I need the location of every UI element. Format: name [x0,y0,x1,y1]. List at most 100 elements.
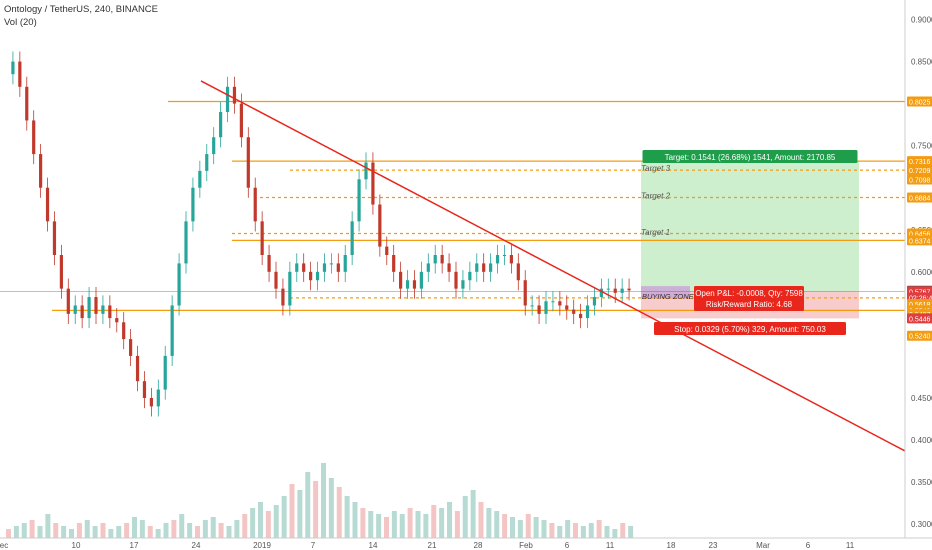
candle-body [378,204,382,247]
trendline [200,80,906,452]
volume-bar [139,520,145,538]
candle-body [205,154,209,171]
volume-bar [234,520,240,538]
volume-bar [84,520,90,538]
volume-bar [447,502,452,538]
candle-body [468,271,472,281]
volume-bar [132,517,137,538]
candle-body [336,263,340,272]
volume-bar [210,517,216,538]
price-label-text: 0.5240 [909,334,931,341]
target-label: Target: 0.1541 (26.68%) 1541, Amount: 21… [665,153,836,162]
buy-zone-label: BUYING ZONE [642,292,695,301]
time-tick-label: 11 [846,541,855,550]
volume-bar [494,511,500,538]
time-tick-label: 28 [474,541,483,550]
candle-body [239,103,243,138]
price-label-box [907,174,932,185]
candle-body [80,305,84,319]
candle-body [149,397,153,407]
candle-body [135,355,140,382]
candle-body [627,288,631,291]
price-label-box [907,96,932,107]
candle-body [170,305,174,356]
volume-bar [462,496,468,538]
volume-bar [171,520,177,538]
time-tick-label: 6 [565,541,570,550]
price-axis: 0.90000.85000.75000.65000.60000.45000.40… [904,0,932,538]
target-label-box [642,150,858,163]
candle-body [454,271,458,289]
candle-body [558,301,562,306]
candle-body [108,305,112,319]
volume-bar [565,520,571,538]
candle-body [523,280,527,306]
candle-body [405,280,410,289]
time-tick-label: 17 [130,541,139,550]
candle-body [267,255,271,272]
volume-bar [439,508,445,538]
candle-body [156,389,160,407]
candle-body [101,305,105,314]
price-label-text: 0.7209 [909,168,931,175]
candle-body [260,221,264,256]
price-label-text: 0.7316 [909,159,931,166]
volume-bar [384,517,389,538]
volume-layer [6,463,634,538]
volume-bar [352,502,358,538]
candle-body [502,255,507,257]
volume-bar [628,526,634,538]
candle-body [461,280,465,289]
volume-bar [6,529,11,538]
volume-bar [29,520,35,538]
volume-bar [305,472,311,538]
volume-bar [297,490,303,538]
candle-body [288,271,292,306]
rr-label: Risk/Reward Ratio: 4.68 [706,300,793,309]
volume-bar [415,511,421,538]
volume-bar [273,505,279,538]
candle-body [87,297,91,319]
volume-bar [470,490,476,538]
candle-body [45,187,50,222]
target-annotation: Target 1 [641,228,670,237]
candle-body [606,288,610,290]
candle-body [115,318,119,323]
volume-bar [116,526,122,538]
time-tick-label: Mar [756,541,770,550]
candle-body [302,263,306,272]
candle-body [253,187,257,222]
buy-zone [641,286,690,299]
stop-label-box [654,322,846,335]
candle-body [537,305,541,314]
price-label-box [907,192,932,203]
volume-bar [61,526,67,538]
candle-body [163,355,167,390]
candle-body [129,339,133,356]
candle-body [544,301,548,314]
volume-bar [13,526,19,538]
price-label-box [907,156,932,167]
candle-body [530,305,534,307]
volume-bar [147,526,153,538]
candle-body [364,162,368,180]
candle-body [142,381,147,398]
candle-body [25,86,29,121]
candle-body [440,255,444,264]
price-label-text: 0.6374 [909,238,931,245]
candle-body [343,255,347,272]
volume-bar [202,520,208,538]
candle-body [232,86,237,104]
candle-body [585,305,590,319]
volume-bar [376,514,382,538]
volume-bar [313,481,319,538]
volume-bar [399,514,405,538]
candle-body [433,255,437,264]
candle-body [482,263,486,272]
volume-bar [53,523,59,538]
